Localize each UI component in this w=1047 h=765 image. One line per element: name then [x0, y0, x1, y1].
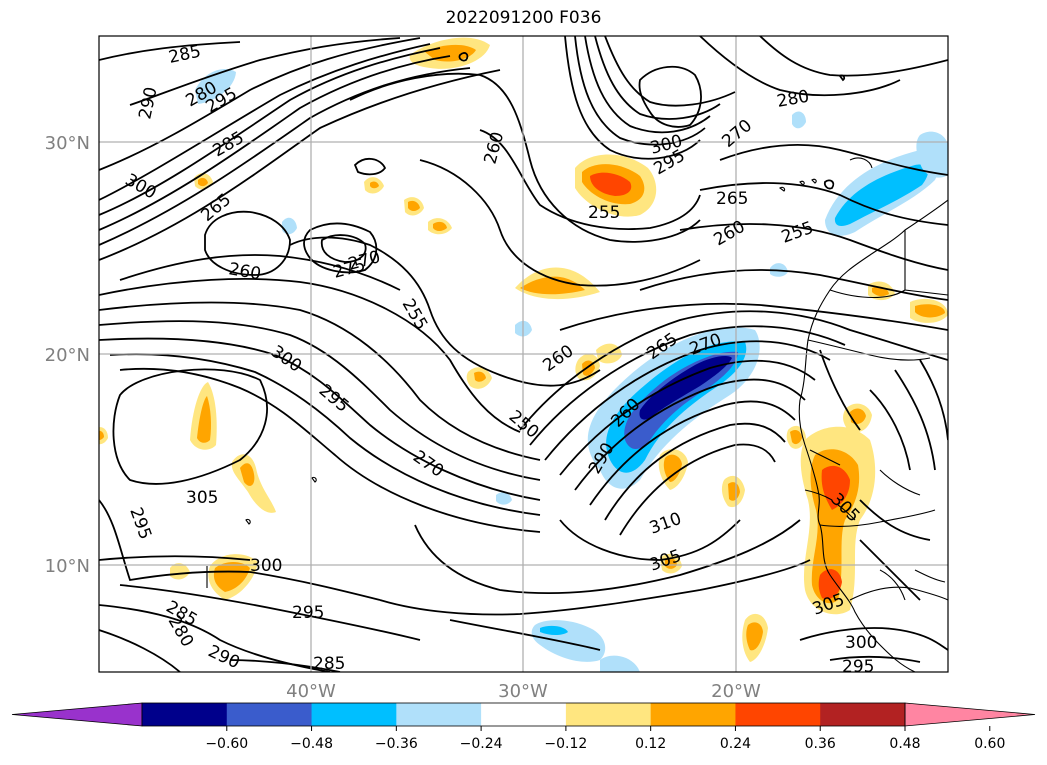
contour-label: 295 [842, 657, 874, 677]
colorbar-tick-label: 0.24 [720, 736, 751, 752]
lon-label: 30°W [498, 681, 548, 702]
colorbar-extend-high [904, 702, 1036, 727]
gridlines [99, 36, 948, 672]
colorbar-tick-label: 0.12 [635, 736, 666, 752]
colorbar-extend-low [11, 702, 143, 727]
contour-label: 300 [250, 556, 282, 576]
colorbar-cell [226, 703, 313, 726]
shaded-anomaly-patches [99, 37, 948, 672]
lon-label: 40°W [286, 681, 336, 702]
colorbar-cell [396, 703, 482, 726]
colorbar-cell [311, 703, 397, 726]
colorbar-cell [565, 703, 652, 726]
colorbar-tick-label: −0.48 [290, 736, 333, 752]
colorbar-cell [142, 703, 228, 726]
map-plot: 285 290 295 280 285 300 265 260 275 270 … [99, 36, 948, 677]
contour-lines [99, 36, 948, 672]
lat-label: 30°N [45, 133, 90, 154]
colorbar-tick-label: −0.36 [375, 736, 418, 752]
colorbar-tick-label: 0.60 [974, 736, 1005, 752]
colorbar: −0.60 −0.48 −0.36 −0.24 −0.12 0.12 0.24 0.36 0.4… [11, 702, 1036, 752]
lon-label: 20°W [711, 681, 761, 702]
contour-label: 255 [588, 203, 620, 223]
contour-label: 265 [716, 189, 748, 209]
coastlines [206, 157, 948, 672]
contour-label: 305 [186, 488, 218, 508]
colorbar-cell [820, 703, 906, 726]
colorbar-tick-label: 0.48 [889, 736, 920, 752]
plot-frame [98, 35, 949, 673]
colorbar-tick-label: −0.24 [460, 736, 503, 752]
contour-label: 285 [313, 654, 345, 674]
colorbar-tick-label: 0.36 [805, 736, 836, 752]
latitude-labels: 30°N 20°N 10°N [45, 133, 90, 577]
colorbar-frame [141, 702, 906, 727]
colorbar-cell [481, 703, 567, 726]
contour-label: 300 [845, 633, 877, 653]
lat-label: 20°N [45, 345, 90, 366]
colorbar-cell [735, 703, 821, 726]
lat-label: 10°N [45, 556, 90, 577]
contour-label: 295 [292, 603, 324, 623]
colorbar-cell [650, 703, 736, 726]
colorbar-tick-label: −0.12 [544, 736, 587, 752]
colorbar-tick-label: −0.60 [205, 736, 248, 752]
map-title: 2022091200 F036 [445, 8, 602, 28]
longitude-labels: 40°W 30°W 20°W [286, 681, 761, 702]
